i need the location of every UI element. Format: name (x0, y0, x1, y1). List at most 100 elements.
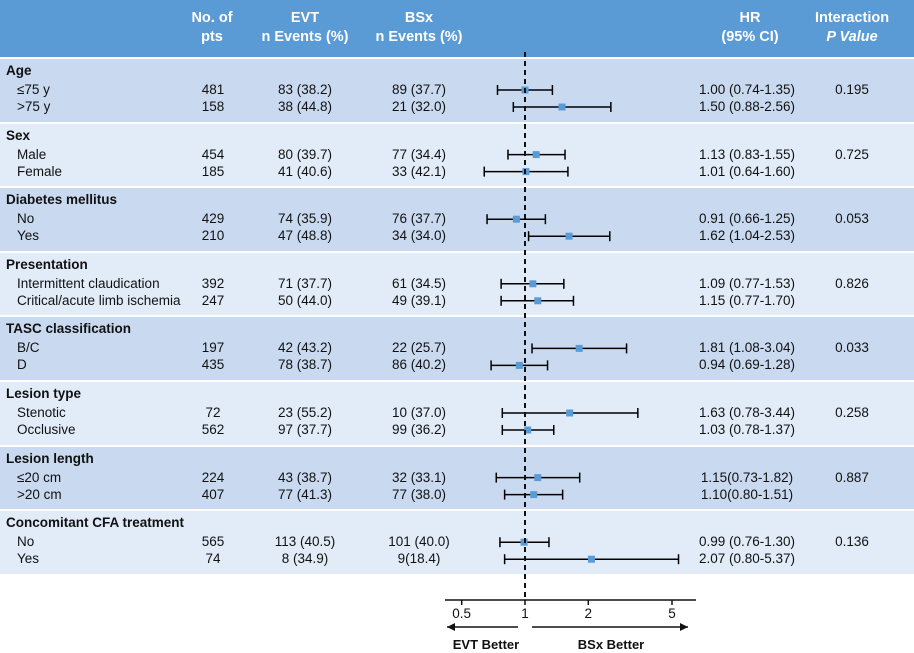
subgroup-label: Yes (17, 551, 40, 567)
group-title: Diabetes mellitus (6, 192, 118, 208)
group-band (0, 188, 914, 251)
evt-events: 41 (40.6) (277, 163, 333, 179)
interaction-p-value: 0.136 (835, 534, 869, 550)
n-patients: 224 (201, 469, 225, 485)
group-title: Lesion length (6, 450, 94, 466)
x-tick-label: 2 (585, 606, 593, 621)
hr-point (530, 491, 538, 499)
subgroup-label: No (17, 534, 35, 550)
n-patients: 407 (201, 486, 225, 502)
subgroup-label: Critical/acute limb ischemia (17, 292, 181, 308)
hr-point (565, 232, 573, 240)
interaction-p-value: 0.033 (835, 340, 869, 356)
hr-ci-text: 1.62 (1.04-2.53) (698, 228, 796, 244)
n-patients: 72 (205, 405, 221, 420)
hr-point (566, 409, 574, 417)
x-tick-label: 1 (521, 606, 529, 621)
group-title: Concomitant CFA treatment (6, 515, 185, 531)
subgroup-label: Stenotic (17, 405, 66, 420)
hr-ci-text: 1.50 (0.88-2.56) (698, 99, 796, 114)
table-header: No. of pts EVT n Events (%) BSx n Events (%… (0, 0, 914, 57)
subgroup-label: ≤20 cm (17, 469, 62, 485)
x-tick-label: 5 (668, 606, 676, 621)
group-band (0, 511, 914, 574)
subgroup-label: >75 y (17, 99, 51, 114)
bsx-events: 99 (36.2) (391, 422, 447, 437)
bsx-events: 77 (34.4) (391, 146, 447, 162)
n-patients: 210 (201, 228, 225, 244)
n-patients: 481 (201, 82, 225, 97)
bsx-events: 61 (34.5) (391, 275, 447, 291)
bsx-events: 77 (38.0) (391, 486, 447, 502)
hr-point (524, 426, 532, 434)
interaction-p-value: 0.826 (835, 275, 869, 291)
evt-events: 47 (48.8) (277, 228, 333, 244)
n-patients: 247 (201, 292, 225, 308)
hr-ci-text: 1.01 (0.64-1.60) (698, 163, 796, 179)
bsx-events: 49 (39.1) (391, 292, 447, 308)
evt-events: 43 (38.7) (277, 469, 333, 485)
bsx-events: 22 (25.7) (391, 340, 447, 356)
evt-events: 38 (44.8) (277, 99, 333, 114)
interaction-p-value: 0.053 (835, 211, 869, 227)
evt-events: 42 (43.2) (277, 340, 333, 356)
interaction-p-value: 0.258 (835, 405, 869, 420)
subgroup-label: Occlusive (17, 422, 76, 437)
subgroup-label: No (17, 211, 35, 227)
header-bsx: BSx n Events (%) (375, 10, 463, 45)
bsx-events: 86 (40.2) (391, 357, 447, 373)
evt-events: 8 (34.9) (281, 551, 329, 567)
hr-ci-text: 1.09 (0.77-1.53) (698, 275, 796, 291)
hr-ci-text: 1.15 (0.77-1.70) (698, 292, 796, 308)
evt-events: 80 (39.7) (277, 146, 333, 162)
evt-events: 74 (35.9) (277, 211, 333, 227)
evt-events: 113 (40.5) (274, 534, 336, 550)
n-patients: 429 (201, 211, 225, 227)
subgroup-label: D (17, 357, 27, 373)
bsx-better-arrowhead (680, 623, 688, 631)
subgroup-label: Yes (17, 228, 40, 244)
hr-ci-text: 0.99 (0.76-1.30) (698, 534, 796, 550)
hr-point (534, 474, 542, 482)
hr-ci-text: 1.15(0.73-1.82) (700, 469, 794, 485)
subgroup-label: >20 cm (17, 486, 62, 502)
hr-point (532, 151, 540, 159)
evt-events: 97 (37.7) (277, 422, 333, 437)
bsx-events: 89 (37.7) (391, 82, 447, 97)
group-band (0, 59, 914, 122)
n-patients: 74 (205, 551, 221, 567)
bsx-events: 10 (37.0) (391, 405, 447, 420)
subgroup-label: ≤75 y (17, 82, 50, 97)
evt-events: 71 (37.7) (277, 275, 333, 291)
hr-point (558, 103, 566, 111)
hr-ci-text: 1.81 (1.08-3.04) (698, 340, 796, 356)
header-interaction-p: Interaction P Value (814, 10, 890, 45)
hr-ci-text: 1.00 (0.74-1.35) (698, 82, 796, 97)
interaction-p-value: 0.887 (835, 469, 869, 485)
hr-point (534, 297, 542, 305)
bsx-events: 33 (42.1) (391, 163, 447, 179)
bsx-events: 101 (40.0) (388, 534, 450, 550)
group-band (0, 123, 914, 187)
evt-better-label: EVT Better (453, 637, 519, 652)
bsx-events: 32 (33.1) (391, 469, 447, 485)
header-evt: EVT n Events (%) (261, 10, 349, 45)
group-title: Age (6, 63, 32, 78)
n-patients: 454 (201, 146, 225, 162)
evt-events: 23 (55.2) (277, 405, 333, 420)
group-band (0, 382, 914, 445)
group-title: Presentation (6, 256, 88, 272)
subgroup-label: B/C (17, 340, 40, 356)
subgroup-label: Intermittent claudication (17, 275, 160, 291)
subgroup-label: Female (17, 163, 63, 179)
group-title: Sex (6, 127, 31, 143)
hr-point (512, 215, 520, 223)
hr-point (515, 361, 523, 369)
group-title: TASC classification (6, 321, 132, 337)
evt-events: 78 (38.7) (277, 357, 333, 373)
group-band (0, 317, 914, 380)
interaction-p-value: 0.725 (835, 146, 869, 162)
group-title: Lesion type (6, 386, 82, 401)
hr-point (587, 555, 595, 563)
